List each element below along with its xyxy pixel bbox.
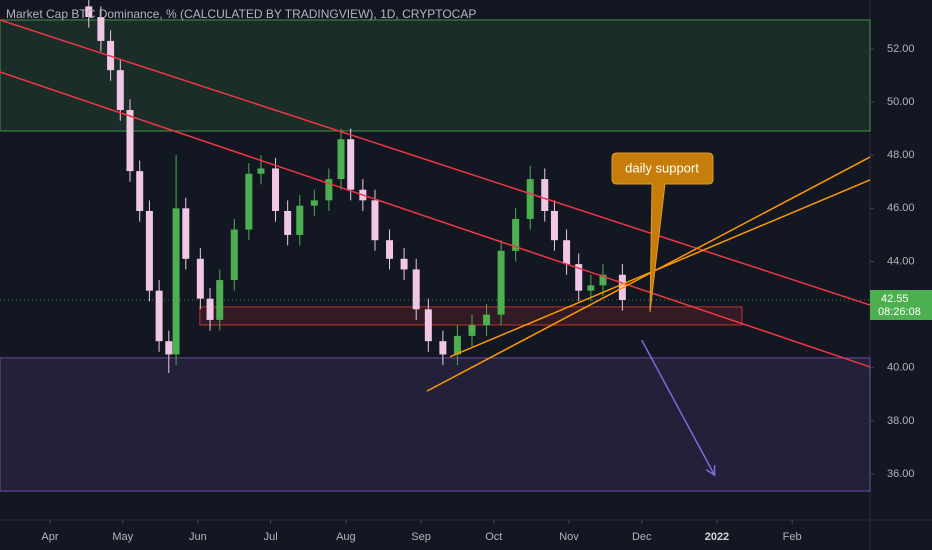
price-label-box — [870, 289, 932, 320]
candle-body — [563, 240, 571, 265]
candle-body — [172, 208, 180, 355]
candle-body — [136, 171, 144, 211]
candle-body — [145, 210, 153, 291]
candle-body — [337, 139, 345, 180]
candle-body — [216, 280, 224, 320]
candle-body — [310, 200, 318, 206]
candle-body — [272, 168, 280, 211]
callout-box — [611, 152, 714, 313]
countdown: 08:26:08 — [878, 306, 921, 318]
candle-body — [245, 173, 253, 230]
candle-body — [155, 290, 163, 342]
callout: daily support — [611, 152, 714, 313]
x-tick-label: 2022 — [705, 531, 729, 543]
candle-body — [468, 325, 476, 336]
zone — [0, 19, 871, 132]
candle-body — [575, 264, 583, 291]
annotation: daily support — [625, 160, 699, 175]
zone — [0, 357, 871, 492]
candle-body — [126, 110, 134, 172]
y-tick-label: 50.00 — [887, 96, 915, 108]
candle-body — [371, 200, 379, 241]
candle-body — [439, 341, 447, 355]
y-tick-label: 44.00 — [887, 255, 915, 267]
candle-body — [599, 274, 607, 286]
y-tick-label: 38.00 — [887, 415, 915, 427]
trendline — [449, 179, 871, 358]
candle-body — [347, 139, 355, 190]
trendline — [426, 156, 871, 392]
x-tick-label: Jun — [189, 531, 207, 543]
candle-body — [512, 218, 520, 251]
candle-body — [412, 269, 420, 310]
trendline — [0, 19, 871, 306]
zone — [199, 306, 743, 326]
x-tick-label: Feb — [783, 531, 802, 543]
candle-body — [325, 179, 333, 201]
x-tick-label: Dec — [632, 531, 652, 543]
candle-body — [587, 285, 595, 291]
candle-body — [196, 258, 204, 299]
x-tick-label: Apr — [41, 531, 58, 543]
x-tick-label: May — [112, 531, 133, 543]
y-tick-label: 46.00 — [887, 202, 915, 214]
candle-body — [296, 205, 304, 235]
price-label: 42.55 — [881, 293, 909, 305]
y-tick-label: 40.00 — [887, 362, 915, 374]
x-tick-label: Sep — [411, 531, 431, 543]
y-tick-label: 36.00 — [887, 468, 915, 480]
trendline — [0, 71, 871, 368]
x-tick-label: Jul — [264, 531, 278, 543]
candle-body — [550, 210, 558, 241]
candle-body — [453, 335, 461, 355]
y-tick-label: 52.00 — [887, 43, 915, 55]
plot — [0, 0, 871, 492]
candle-body — [497, 250, 505, 315]
candle-body — [206, 298, 214, 320]
candle-body — [116, 70, 124, 111]
x-tick-label: Nov — [559, 531, 579, 543]
candle-body — [424, 309, 432, 342]
arrow-head — [705, 465, 716, 477]
x-tick-label: Oct — [485, 531, 502, 543]
candle-body — [182, 208, 190, 259]
candle-body — [165, 341, 173, 355]
candle-body — [230, 229, 238, 281]
x-tick-label: Aug — [336, 531, 356, 543]
candle-body — [483, 314, 491, 326]
candle-body — [257, 168, 265, 174]
trendline — [641, 339, 716, 476]
candle-body — [526, 179, 534, 219]
candle-body — [85, 6, 93, 18]
candle-body — [386, 240, 394, 259]
candle-body — [97, 17, 105, 41]
candle-body — [284, 210, 292, 235]
candle-body — [400, 258, 408, 270]
chart-title: Market Cap BTC Dominance, % (CALCULATED … — [6, 7, 476, 21]
y-tick-label: 48.00 — [887, 149, 915, 161]
candle-body — [541, 179, 549, 211]
